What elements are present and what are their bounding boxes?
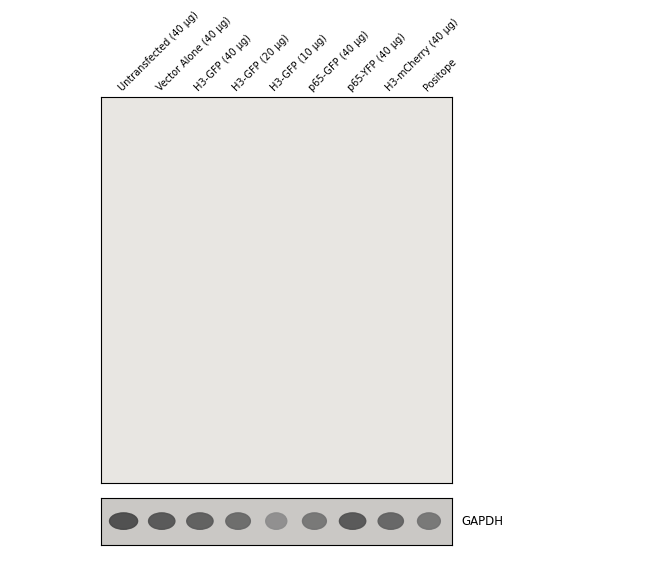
Ellipse shape [149,513,175,529]
Text: H3-mCherry (40 μg): H3-mCherry (40 μg) [384,17,460,93]
Ellipse shape [266,513,287,529]
Ellipse shape [302,513,326,529]
Text: Untransfected (40 μg): Untransfected (40 μg) [116,10,200,93]
Ellipse shape [378,513,404,529]
Text: GAPDH: GAPDH [462,515,504,527]
Text: Vector Alone (40 μg): Vector Alone (40 μg) [155,15,233,93]
Ellipse shape [417,513,440,529]
Text: H3-GFP (10 μg): H3-GFP (10 μg) [269,33,330,93]
Ellipse shape [226,513,250,529]
Text: H3-GFP (40 μg): H3-GFP (40 μg) [193,33,253,93]
Text: p65-GFP (40 μg): p65-GFP (40 μg) [307,30,371,93]
Ellipse shape [109,513,138,529]
Text: H3-GFP (20 μg): H3-GFP (20 μg) [231,33,291,93]
Text: Positope: Positope [422,57,458,93]
Ellipse shape [187,513,213,529]
Ellipse shape [339,513,366,529]
Text: p65-YFP (40 μg): p65-YFP (40 μg) [346,32,407,93]
